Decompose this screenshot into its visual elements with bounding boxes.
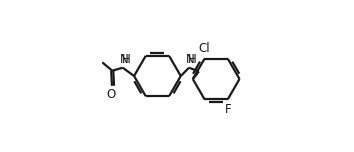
Text: H: H	[122, 53, 131, 66]
Text: N: N	[120, 53, 129, 66]
Text: Cl: Cl	[198, 42, 210, 55]
Text: F: F	[224, 103, 231, 116]
Text: O: O	[107, 88, 116, 101]
Text: H: H	[188, 53, 197, 66]
Text: N: N	[186, 53, 195, 66]
